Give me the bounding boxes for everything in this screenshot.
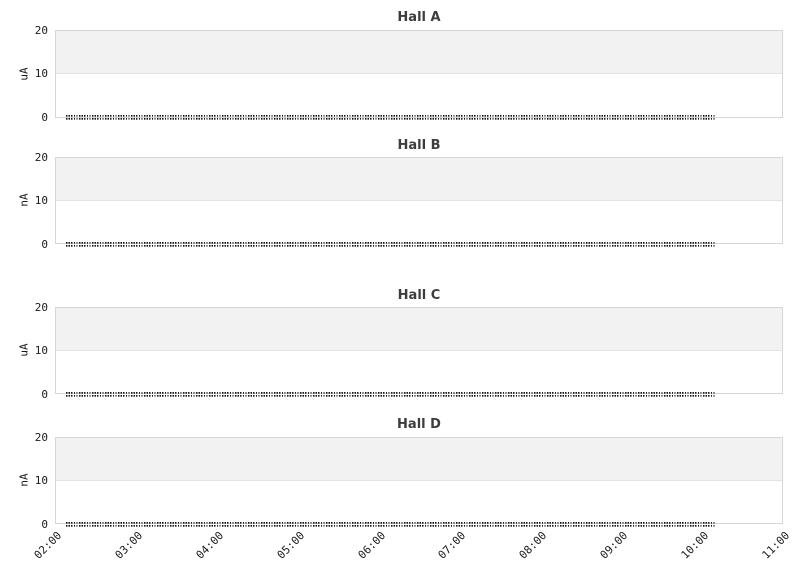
plot-area-hall-c: [55, 307, 783, 394]
x-tick-label: 04:00: [193, 529, 227, 562]
x-tick-label: 07:00: [435, 529, 469, 562]
shaded-band: [56, 308, 782, 351]
x-tick-label: 10:00: [678, 529, 712, 562]
y-tick-label: 20: [34, 301, 48, 314]
y-tick-label: 20: [34, 151, 48, 164]
data-series-dotted-line: [66, 115, 716, 120]
data-series-dotted-line: [66, 522, 716, 527]
x-tick-label: 06:00: [355, 529, 389, 562]
x-tick-label: 05:00: [274, 529, 308, 562]
panel-title-hall-c: Hall C: [397, 288, 441, 303]
x-tick-label: 08:00: [516, 529, 550, 562]
panel-title-hall-d: Hall D: [397, 417, 441, 432]
y-tick-label: 20: [34, 24, 48, 37]
panel-title-hall-a: Hall A: [397, 10, 441, 25]
plot-area-hall-a: [55, 30, 783, 118]
plot-area-hall-b: [55, 157, 783, 244]
data-series-dotted-line: [66, 242, 716, 247]
y-tick-label: 10: [34, 67, 48, 80]
y-tick-label: 10: [34, 474, 48, 487]
x-tick-label: 11:00: [759, 529, 793, 562]
y-tick-label: 10: [34, 194, 48, 207]
y-axis-unit-label: nA: [17, 193, 31, 207]
panel-title-hall-b: Hall B: [397, 138, 441, 153]
plot-area-hall-d: [55, 437, 783, 524]
y-tick-label: 10: [34, 344, 48, 357]
y-tick-label: 0: [41, 111, 48, 124]
shaded-band: [56, 158, 782, 201]
shaded-band: [56, 31, 782, 74]
x-tick-label: 09:00: [597, 529, 631, 562]
y-tick-label: 20: [34, 431, 48, 444]
y-tick-label: 0: [41, 238, 48, 251]
shaded-band: [56, 438, 782, 481]
y-tick-label: 0: [41, 518, 48, 531]
y-axis-unit-label: uA: [17, 343, 31, 357]
x-tick-label: 03:00: [112, 529, 146, 562]
y-axis-unit-label: uA: [17, 67, 31, 81]
y-axis-unit-label: nA: [17, 473, 31, 487]
y-tick-label: 0: [41, 388, 48, 401]
data-series-dotted-line: [66, 392, 716, 397]
x-tick-label: 02:00: [31, 529, 65, 562]
